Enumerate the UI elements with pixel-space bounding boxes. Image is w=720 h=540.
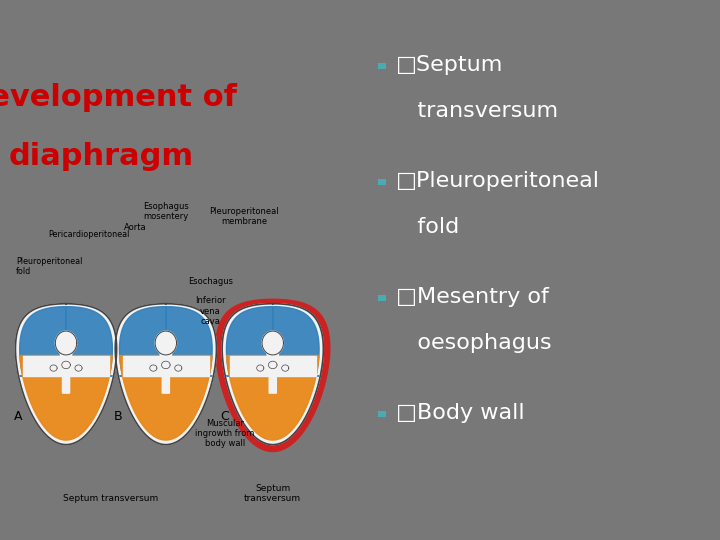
Polygon shape	[55, 331, 77, 355]
Polygon shape	[120, 355, 212, 440]
Polygon shape	[257, 365, 264, 371]
Polygon shape	[266, 343, 279, 393]
Polygon shape	[50, 365, 57, 371]
Text: Esophagus
mosentery: Esophagus mosentery	[143, 202, 189, 221]
Text: Pleuroperitoneal
fold: Pleuroperitoneal fold	[16, 256, 83, 276]
FancyBboxPatch shape	[378, 179, 386, 185]
Text: Pericardioperitoneal: Pericardioperitoneal	[48, 230, 130, 239]
Text: Development of: Development of	[0, 83, 237, 112]
Text: diaphragm: diaphragm	[8, 142, 194, 171]
Polygon shape	[155, 331, 176, 355]
Polygon shape	[269, 361, 277, 369]
Polygon shape	[175, 365, 182, 371]
Text: Septum transversum: Septum transversum	[63, 494, 158, 503]
Text: □Pleuroperitoneal: □Pleuroperitoneal	[396, 171, 600, 191]
Polygon shape	[282, 365, 289, 371]
Text: A: A	[14, 410, 22, 423]
Text: Esochagus: Esochagus	[188, 276, 233, 286]
Text: □Body wall: □Body wall	[396, 403, 525, 423]
Polygon shape	[20, 355, 112, 440]
Polygon shape	[62, 361, 71, 369]
Polygon shape	[75, 365, 82, 371]
Text: oesophagus: oesophagus	[396, 333, 552, 353]
Text: Septum
transversum: Septum transversum	[244, 484, 301, 503]
Text: Muscular
ingrowth from
body wall: Muscular ingrowth from body wall	[195, 418, 254, 448]
Polygon shape	[161, 361, 170, 369]
Polygon shape	[60, 343, 73, 393]
FancyBboxPatch shape	[378, 411, 386, 417]
Polygon shape	[226, 307, 319, 376]
Text: transversum: transversum	[396, 100, 558, 121]
Polygon shape	[123, 355, 209, 376]
Text: Pleuroperitoneal
membrane: Pleuroperitoneal membrane	[210, 207, 279, 226]
Polygon shape	[222, 303, 323, 444]
Polygon shape	[115, 303, 217, 444]
Polygon shape	[262, 331, 284, 355]
Text: B: B	[114, 410, 122, 423]
FancyBboxPatch shape	[378, 63, 386, 69]
Polygon shape	[159, 343, 172, 393]
Text: C: C	[220, 410, 229, 423]
Polygon shape	[216, 299, 330, 451]
FancyBboxPatch shape	[378, 295, 386, 301]
Polygon shape	[120, 307, 212, 376]
Polygon shape	[19, 307, 112, 376]
Text: fold: fold	[396, 217, 459, 237]
Polygon shape	[23, 355, 109, 376]
Text: □Mesentry of: □Mesentry of	[396, 287, 549, 307]
Polygon shape	[150, 365, 157, 371]
Polygon shape	[230, 355, 316, 376]
Text: □Septum: □Septum	[396, 55, 503, 75]
Polygon shape	[15, 303, 117, 444]
Text: Aorta: Aorta	[125, 223, 147, 232]
Text: Inferior
vena
cava: Inferior vena cava	[195, 296, 225, 326]
Polygon shape	[227, 355, 319, 440]
